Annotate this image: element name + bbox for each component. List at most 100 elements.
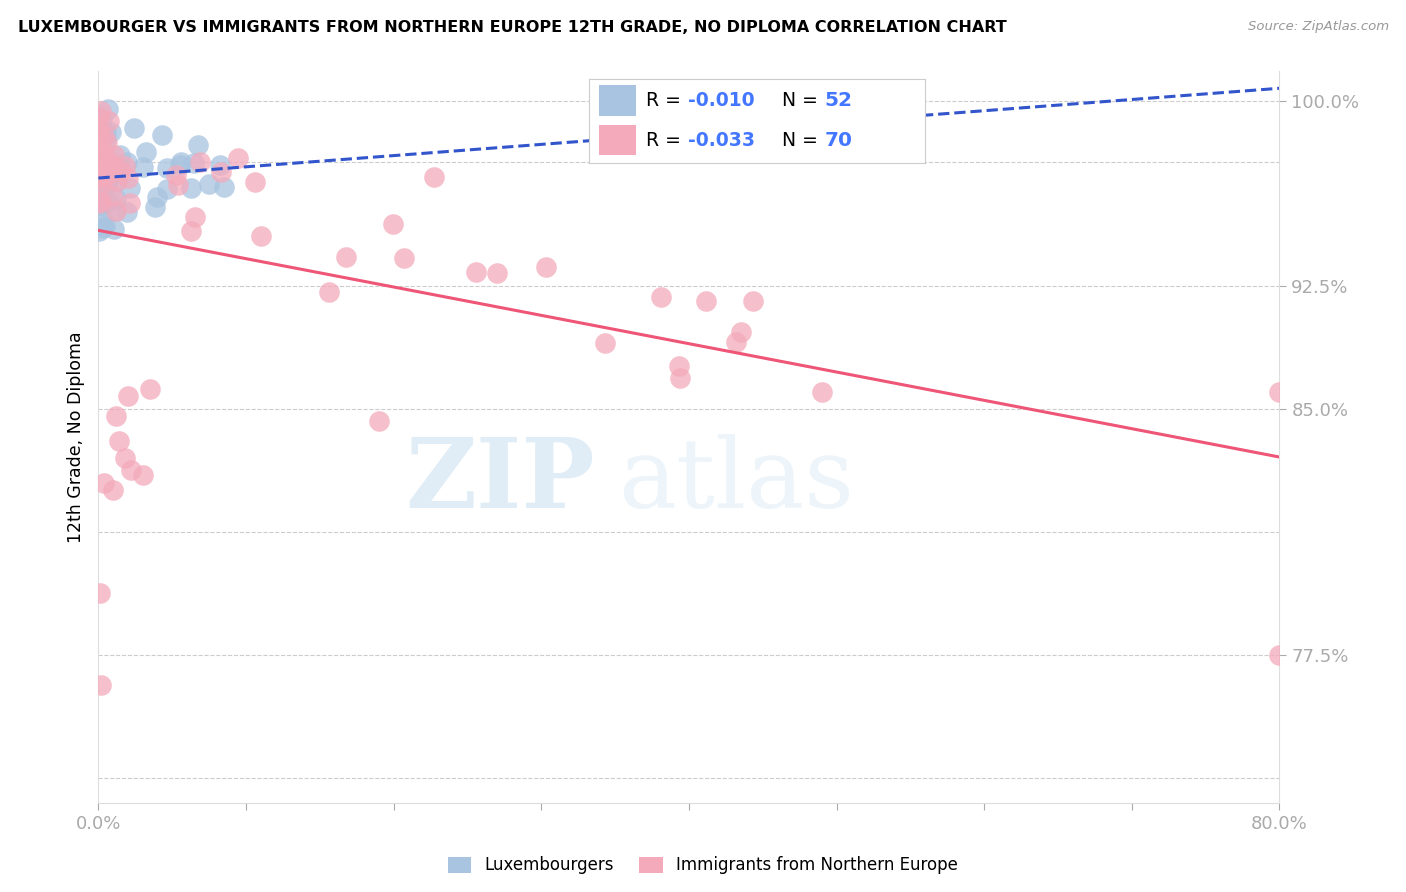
Point (90, 176, 112, 190)
Point (94, 219, 117, 233)
Point (97, 114, 120, 128)
Point (103, 222, 125, 236)
Point (595, 335, 617, 350)
Point (180, 181, 202, 195)
Point (741, 294, 763, 309)
Point (695, 293, 717, 308)
Point (120, 195, 142, 210)
Point (132, 160, 155, 174)
Point (669, 371, 692, 385)
Point (209, 165, 232, 179)
Point (91, 211, 114, 225)
Point (96, 168, 118, 182)
Point (96, 126, 118, 140)
Point (169, 158, 191, 172)
Point (104, 203, 127, 218)
Point (100, 189, 122, 203)
Point (139, 382, 162, 396)
Point (101, 166, 124, 180)
Point (93, 158, 115, 172)
Point (93, 475, 115, 490)
Point (89, 196, 111, 211)
Point (89, 586, 111, 600)
Point (226, 152, 249, 166)
Point (114, 159, 136, 173)
Point (485, 266, 508, 280)
Point (98, 171, 121, 186)
Text: LUXEMBOURGER VS IMMIGRANTS FROM NORTHERN EUROPE 12TH GRADE, NO DIPLOMA CORRELATI: LUXEMBOURGER VS IMMIGRANTS FROM NORTHERN… (18, 20, 1007, 35)
Point (156, 182, 179, 196)
Point (94, 177, 117, 191)
Point (180, 224, 202, 238)
Point (89, 177, 111, 191)
Point (90, 164, 112, 178)
Point (100, 159, 122, 173)
Point (1268, 384, 1291, 399)
Point (150, 128, 173, 142)
Point (96, 136, 118, 151)
Point (146, 190, 169, 204)
Point (93, 128, 115, 143)
Point (724, 334, 747, 349)
Point (335, 250, 357, 264)
Point (90, 677, 112, 691)
Point (89, 199, 111, 213)
Point (105, 409, 128, 424)
Point (97, 194, 120, 209)
Point (381, 217, 404, 231)
Point (89, 128, 111, 142)
Text: atlas: atlas (619, 434, 853, 528)
Point (89, 163, 111, 178)
Point (422, 169, 444, 184)
Point (730, 325, 752, 339)
Point (89, 150, 111, 164)
Point (89, 183, 111, 197)
Point (122, 120, 145, 135)
Point (198, 178, 221, 192)
Point (90, 165, 112, 179)
Point (120, 463, 142, 477)
Text: ZIP: ZIP (405, 434, 595, 528)
Point (93, 172, 115, 186)
Point (318, 285, 340, 299)
Legend: Luxembourgers, Immigrants from Northern Europe: Luxembourgers, Immigrants from Northern … (441, 850, 965, 881)
Point (156, 161, 179, 176)
Y-axis label: 12th Grade, No Diploma: 12th Grade, No Diploma (66, 331, 84, 543)
Point (187, 137, 209, 152)
Point (132, 468, 155, 483)
Point (96, 161, 118, 175)
Point (89, 110, 111, 124)
Point (650, 290, 672, 304)
Point (90, 170, 112, 185)
Point (170, 155, 193, 169)
Point (1268, 648, 1291, 662)
Point (94, 175, 117, 189)
Point (105, 174, 128, 188)
Point (94, 133, 117, 147)
Point (143, 200, 166, 214)
Point (89, 224, 111, 238)
Point (368, 414, 391, 428)
Point (188, 155, 211, 169)
Point (91, 169, 114, 183)
Point (91, 112, 114, 126)
Point (91, 145, 114, 159)
Point (114, 450, 136, 465)
Point (90, 179, 112, 194)
Point (107, 161, 129, 176)
Point (104, 204, 127, 219)
Point (103, 148, 125, 162)
Point (810, 384, 832, 399)
Point (93, 124, 115, 138)
Point (96, 178, 118, 192)
Point (108, 434, 131, 448)
Point (108, 148, 131, 162)
Point (117, 389, 139, 403)
Point (166, 178, 188, 192)
Point (250, 229, 273, 244)
Point (96, 102, 118, 116)
Point (100, 125, 122, 139)
Point (115, 205, 138, 219)
Point (103, 483, 125, 497)
Point (96, 163, 118, 178)
